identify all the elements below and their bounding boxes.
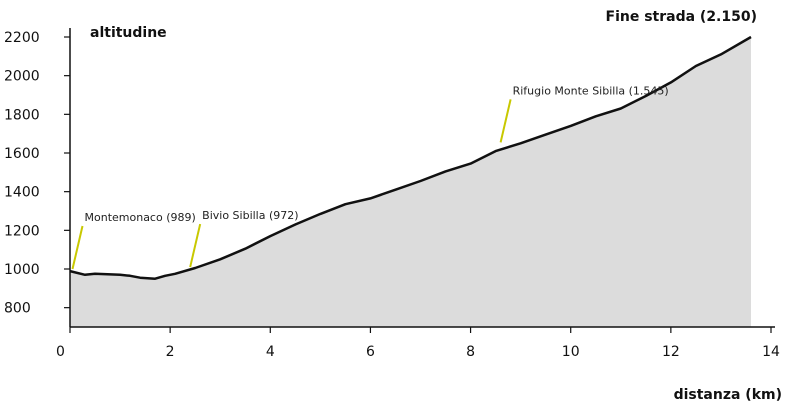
annotations: Montemonaco (989) Bivio Sibilla (972) Rifu… (71, 84, 669, 270)
elevation-profile-line (69, 35, 752, 280)
x-tick-label: 12 (662, 344, 680, 360)
y-tick-label: 1200 (4, 223, 40, 239)
y-tick-label: 800 (4, 301, 31, 317)
x-tick-label: 0 (56, 344, 65, 360)
annotation-label: Rifugio Monte Sibilla (1.545) (513, 84, 669, 97)
y-tick-label: 1400 (4, 185, 40, 201)
x-tick-label: 4 (266, 344, 275, 360)
annotation-pointer (499, 99, 512, 143)
annotation-pointer (189, 223, 202, 268)
x-tick-label: 2 (166, 344, 175, 360)
y-tick-label: 1800 (4, 107, 40, 123)
x-tick-label: 6 (366, 344, 375, 360)
y-tick-label: 2200 (4, 30, 40, 46)
y-tick-label: 2000 (4, 69, 40, 85)
chart-title: Fine strada (2.150) (606, 9, 758, 25)
y-tick-label: 1600 (4, 146, 40, 162)
annotation-pointer (71, 225, 84, 270)
y-axis-label: altitudine (90, 25, 167, 41)
x-axis-label: distanza (km) (674, 387, 782, 403)
annotation-label: Bivio Sibilla (972) (202, 209, 298, 222)
axes: 800 1000 1200 1400 1600 1800 2000 2200 0 2 4 6 8 10 12… (4, 28, 780, 360)
annotation-label: Montemonaco (989) (85, 211, 196, 224)
y-tick-label: 1000 (4, 262, 40, 278)
x-tick-label: 10 (562, 344, 580, 360)
x-tick-label: 14 (762, 344, 780, 360)
elevation-area (70, 37, 751, 327)
x-tick-label: 8 (466, 344, 475, 360)
